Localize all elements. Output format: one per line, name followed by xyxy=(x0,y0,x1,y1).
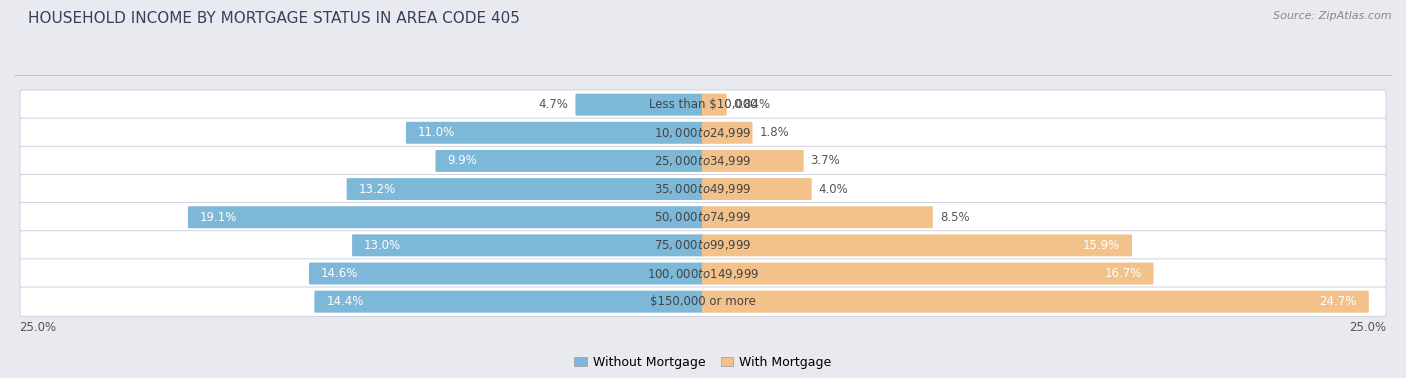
Text: 14.4%: 14.4% xyxy=(326,295,364,308)
FancyBboxPatch shape xyxy=(20,118,1386,147)
Text: 14.6%: 14.6% xyxy=(321,267,359,280)
Text: 25.0%: 25.0% xyxy=(20,321,56,334)
Text: 8.5%: 8.5% xyxy=(939,211,970,224)
FancyBboxPatch shape xyxy=(702,291,1369,313)
Text: 13.0%: 13.0% xyxy=(364,239,401,252)
Text: 15.9%: 15.9% xyxy=(1083,239,1121,252)
Text: HOUSEHOLD INCOME BY MORTGAGE STATUS IN AREA CODE 405: HOUSEHOLD INCOME BY MORTGAGE STATUS IN A… xyxy=(28,11,520,26)
FancyBboxPatch shape xyxy=(315,291,704,313)
Text: $35,000 to $49,999: $35,000 to $49,999 xyxy=(654,182,752,196)
FancyBboxPatch shape xyxy=(352,234,704,256)
Text: 1.8%: 1.8% xyxy=(759,126,789,139)
Text: 13.2%: 13.2% xyxy=(359,183,395,195)
Legend: Without Mortgage, With Mortgage: Without Mortgage, With Mortgage xyxy=(569,351,837,374)
Text: 11.0%: 11.0% xyxy=(418,126,456,139)
Text: $150,000 or more: $150,000 or more xyxy=(650,295,756,308)
Text: 16.7%: 16.7% xyxy=(1104,267,1142,280)
FancyBboxPatch shape xyxy=(20,287,1386,316)
FancyBboxPatch shape xyxy=(309,263,704,285)
Text: 9.9%: 9.9% xyxy=(447,155,477,167)
FancyBboxPatch shape xyxy=(436,150,704,172)
Text: 3.7%: 3.7% xyxy=(811,155,841,167)
FancyBboxPatch shape xyxy=(702,150,804,172)
FancyBboxPatch shape xyxy=(702,263,1153,285)
Text: $100,000 to $149,999: $100,000 to $149,999 xyxy=(647,266,759,280)
FancyBboxPatch shape xyxy=(575,94,704,116)
Text: $10,000 to $24,999: $10,000 to $24,999 xyxy=(654,126,752,140)
FancyBboxPatch shape xyxy=(702,206,932,228)
FancyBboxPatch shape xyxy=(20,231,1386,260)
FancyBboxPatch shape xyxy=(347,178,704,200)
Text: 4.0%: 4.0% xyxy=(818,183,848,195)
FancyBboxPatch shape xyxy=(702,122,752,144)
Text: 25.0%: 25.0% xyxy=(1350,321,1386,334)
FancyBboxPatch shape xyxy=(20,203,1386,232)
FancyBboxPatch shape xyxy=(20,90,1386,119)
Text: 24.7%: 24.7% xyxy=(1320,295,1357,308)
FancyBboxPatch shape xyxy=(406,122,704,144)
Text: 19.1%: 19.1% xyxy=(200,211,238,224)
FancyBboxPatch shape xyxy=(20,146,1386,175)
FancyBboxPatch shape xyxy=(20,259,1386,288)
Text: $50,000 to $74,999: $50,000 to $74,999 xyxy=(654,210,752,224)
FancyBboxPatch shape xyxy=(20,174,1386,204)
FancyBboxPatch shape xyxy=(188,206,704,228)
Text: 4.7%: 4.7% xyxy=(538,98,568,111)
Text: Less than $10,000: Less than $10,000 xyxy=(648,98,758,111)
Text: $25,000 to $34,999: $25,000 to $34,999 xyxy=(654,154,752,168)
Text: 0.84%: 0.84% xyxy=(734,98,770,111)
FancyBboxPatch shape xyxy=(702,94,727,116)
Text: Source: ZipAtlas.com: Source: ZipAtlas.com xyxy=(1274,11,1392,21)
FancyBboxPatch shape xyxy=(702,234,1132,256)
Text: $75,000 to $99,999: $75,000 to $99,999 xyxy=(654,239,752,253)
FancyBboxPatch shape xyxy=(702,178,811,200)
